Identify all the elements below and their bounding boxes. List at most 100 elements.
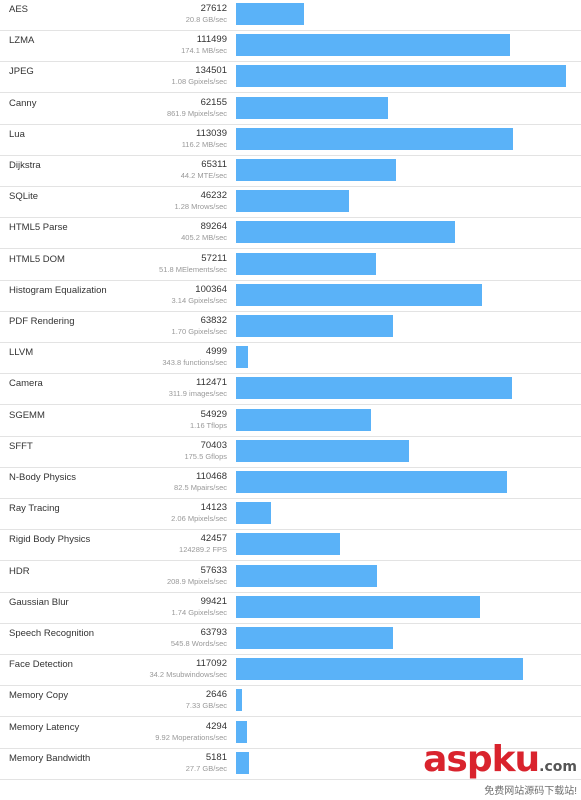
benchmark-score: 5181 bbox=[205, 751, 227, 763]
benchmark-rate: 34.2 Msubwindows/sec bbox=[149, 670, 227, 680]
benchmark-score: 4999 bbox=[205, 346, 227, 358]
table-row: Ray Tracing 14123 2.06 Mpixels/sec bbox=[0, 499, 581, 531]
table-row: Histogram Equalization 100364 3.14 Gpixels… bbox=[0, 281, 581, 312]
bar-track bbox=[236, 315, 566, 337]
benchmark-score: 89264 bbox=[200, 221, 227, 233]
bar-track bbox=[236, 34, 566, 57]
benchmark-rate: 44.2 MTE/sec bbox=[180, 171, 227, 180]
benchmark-rate: 2.06 Mpixels/sec bbox=[171, 514, 227, 524]
benchmark-score: 62155 bbox=[200, 96, 227, 108]
benchmark-score: 14123 bbox=[200, 502, 227, 514]
bar-track bbox=[236, 471, 566, 493]
score-bar bbox=[236, 502, 271, 525]
table-row: SGEMM 54929 1.16 Tflops bbox=[0, 406, 581, 437]
bar-track bbox=[236, 502, 566, 525]
benchmark-score: 63793 bbox=[200, 627, 227, 638]
watermark-logo-text: aspku bbox=[423, 739, 540, 780]
benchmark-score: 65311 bbox=[201, 159, 227, 170]
bar-track bbox=[236, 408, 566, 431]
benchmark-name: LZMA bbox=[9, 35, 35, 47]
bar-track bbox=[236, 595, 566, 618]
benchmark-rate: 208.9 Mpixels/sec bbox=[166, 576, 227, 586]
bar-track bbox=[236, 346, 566, 369]
benchmark-rate: 405.2 MB/sec bbox=[181, 233, 227, 243]
score-bar bbox=[236, 190, 350, 213]
benchmark-name: Lua bbox=[9, 128, 25, 140]
benchmark-score: 54929 bbox=[200, 408, 227, 420]
score-bar bbox=[236, 439, 409, 462]
score-bar bbox=[236, 315, 393, 337]
score-bar bbox=[236, 564, 378, 587]
bar-track bbox=[236, 720, 566, 743]
table-row: Camera 112471 311.9 images/sec bbox=[0, 374, 581, 406]
bar-track bbox=[236, 377, 566, 400]
benchmark-name: Camera bbox=[9, 378, 43, 390]
benchmark-name: HTML5 Parse bbox=[9, 222, 68, 234]
score-bar bbox=[236, 159, 397, 181]
benchmark-score: 27612 bbox=[200, 3, 227, 14]
benchmark-rate: 20.8 GB/sec bbox=[185, 15, 227, 24]
table-row: HDR 57633 208.9 Mpixels/sec bbox=[0, 562, 581, 593]
benchmark-name: AES bbox=[9, 4, 29, 15]
benchmark-score: 57211 bbox=[201, 252, 227, 264]
benchmark-name: Memory Copy bbox=[9, 690, 69, 702]
score-bar bbox=[236, 627, 393, 649]
bar-track bbox=[236, 658, 566, 681]
benchmark-score: 113039 bbox=[196, 127, 227, 139]
score-bar bbox=[236, 127, 514, 150]
benchmark-name: HTML5 DOM bbox=[9, 253, 65, 265]
benchmark-rate: 7.33 GB/sec bbox=[185, 701, 227, 711]
bar-track bbox=[236, 190, 566, 213]
table-row: Dijkstra 65311 44.2 MTE/sec bbox=[0, 156, 581, 187]
score-bar bbox=[236, 533, 341, 556]
benchmark-name: Face Detection bbox=[9, 659, 73, 671]
table-row: Face Detection 117092 34.2 Msubwindows/sec bbox=[0, 655, 581, 687]
score-bar bbox=[236, 658, 524, 681]
benchmark-score: 134501 bbox=[195, 65, 227, 77]
table-row: HTML5 Parse 89264 405.2 MB/sec bbox=[0, 218, 581, 250]
score-bar bbox=[236, 377, 512, 400]
table-row: LLVM 4999 343.8 functions/sec bbox=[0, 343, 581, 375]
score-bar bbox=[236, 252, 377, 275]
table-row: Memory Latency 4294 9.92 Moperations/sec bbox=[0, 718, 581, 749]
table-row: SFFT 70403 175.5 Gflops bbox=[0, 437, 581, 468]
benchmark-rate: 9.92 Moperations/sec bbox=[155, 732, 227, 742]
benchmark-score: 112471 bbox=[196, 377, 227, 389]
bar-track bbox=[236, 564, 566, 587]
table-row: HTML5 DOM 57211 51.8 MElements/sec bbox=[0, 250, 581, 281]
benchmark-rate: 1.16 Tflops bbox=[190, 420, 227, 430]
benchmark-rate: 1.74 Gpixels/sec bbox=[171, 607, 227, 617]
score-bar bbox=[236, 3, 304, 25]
benchmark-score: 42457 bbox=[200, 533, 227, 545]
benchmark-score: 70403 bbox=[200, 439, 227, 451]
bar-track bbox=[236, 159, 566, 181]
bar-track bbox=[236, 439, 566, 462]
table-row: PDF Rendering 63832 1.70 Gpixels/sec bbox=[0, 312, 581, 343]
benchmark-name: Memory Bandwidth bbox=[9, 752, 91, 764]
benchmark-name: SQLite bbox=[9, 191, 39, 203]
benchmark-rate: 545.8 Words/sec bbox=[170, 639, 227, 648]
score-bar bbox=[236, 408, 371, 431]
benchmark-score: 117092 bbox=[196, 658, 227, 670]
benchmark-score: 2646 bbox=[205, 689, 227, 701]
benchmark-rate: 51.8 MElements/sec bbox=[159, 264, 227, 274]
benchmark-name: Memory Latency bbox=[9, 721, 80, 733]
benchmark-score: 63832 bbox=[200, 315, 227, 326]
benchmark-name: Ray Tracing bbox=[9, 503, 60, 515]
bar-track bbox=[236, 96, 566, 119]
benchmark-score: 110468 bbox=[196, 471, 227, 482]
benchmark-name: Histogram Equalization bbox=[9, 284, 107, 296]
benchmark-score: 57633 bbox=[200, 564, 227, 576]
table-row: Memory Bandwidth 5181 27.7 GB/sec bbox=[0, 749, 581, 780]
benchmark-rate: 343.8 functions/sec bbox=[162, 358, 227, 368]
benchmark-rate: 3.14 Gpixels/sec bbox=[171, 295, 227, 305]
benchmark-name: Speech Recognition bbox=[9, 628, 95, 639]
benchmark-rate: 861.9 Mpixels/sec bbox=[166, 108, 227, 118]
bar-track bbox=[236, 751, 566, 774]
table-row: Gaussian Blur 99421 1.74 Gpixels/sec bbox=[0, 593, 581, 624]
benchmark-rate: 116.2 MB/sec bbox=[181, 139, 227, 149]
bar-track bbox=[236, 127, 566, 150]
score-bar bbox=[236, 283, 483, 306]
benchmark-score: 4294 bbox=[205, 720, 227, 732]
score-bar bbox=[236, 65, 566, 88]
